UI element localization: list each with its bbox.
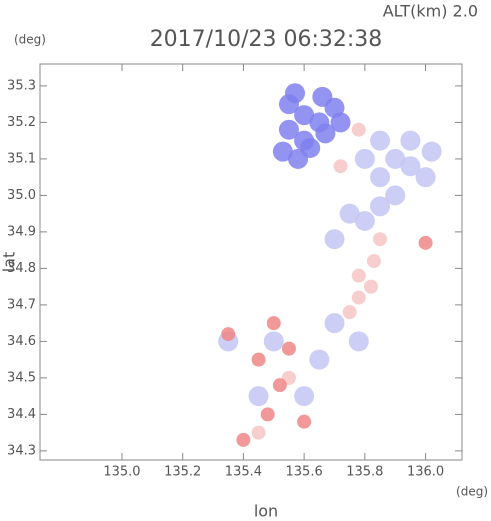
radar-cell	[400, 130, 421, 151]
radar-cell	[333, 159, 348, 174]
radar-cell	[294, 105, 315, 126]
radar-cell	[315, 123, 336, 144]
radar-cell	[351, 290, 366, 305]
radar-cell	[221, 327, 236, 342]
radar-cell	[263, 331, 284, 352]
subtitle: ALT(km) 2.0	[383, 2, 478, 21]
radar-cell	[342, 305, 357, 320]
radar-cell	[278, 119, 299, 140]
x-tick-label: 136.0	[407, 465, 444, 480]
radar-cell	[354, 148, 375, 169]
chart-title: 2017/10/23 06:32:38	[150, 27, 383, 52]
radar-cell	[324, 313, 345, 334]
radar-cell	[339, 203, 360, 224]
radar-cell	[324, 229, 345, 250]
radar-cell	[330, 112, 351, 133]
radar-cell	[348, 331, 369, 352]
y-tick-label: 34.6	[7, 334, 36, 349]
x-tick-label: 135.6	[286, 465, 323, 480]
x-tick-label: 135.4	[225, 465, 262, 480]
y-axis-label: lat	[0, 252, 19, 273]
radar-cell	[366, 254, 381, 269]
radar-cell	[351, 268, 366, 283]
y-tick-label: 35.1	[7, 151, 36, 166]
radar-cell	[370, 130, 391, 151]
y-tick-label: 35.2	[7, 115, 36, 130]
y-tick-label: 34.4	[7, 407, 36, 422]
radar-cell	[300, 137, 321, 158]
x-tick-label: 135.8	[346, 465, 383, 480]
y-unit: (deg)	[14, 33, 46, 47]
radar-cell	[248, 386, 269, 407]
radar-cell	[400, 156, 421, 177]
y-tick-label: 35.0	[7, 188, 36, 203]
radar-cell	[418, 235, 433, 250]
radar-cell	[297, 414, 312, 429]
x-unit: (deg)	[456, 485, 488, 499]
radar-cell	[354, 210, 375, 231]
radar-cell	[236, 432, 251, 447]
radar-cell	[385, 148, 406, 169]
radar-cell	[385, 185, 406, 206]
x-tick-label: 135.2	[164, 465, 201, 480]
plot-frame	[39, 63, 463, 461]
radar-cell	[272, 378, 287, 393]
y-tick-label: 34.9	[7, 224, 36, 239]
radar-cell	[266, 316, 281, 331]
radar-cell	[281, 341, 296, 356]
radar-cell	[370, 167, 391, 188]
radar-cell	[309, 349, 330, 370]
radar-cell	[421, 141, 442, 162]
radar-cell	[251, 425, 266, 440]
radar-cell	[351, 122, 366, 137]
y-tick-label: 34.8	[7, 261, 36, 276]
radar-cell	[272, 141, 293, 162]
radar-cell	[370, 196, 391, 217]
radar-cell	[251, 352, 266, 367]
radar-cell	[260, 407, 275, 422]
y-tick-label: 35.3	[7, 78, 36, 93]
radar-cell	[373, 232, 388, 247]
radar-cell	[312, 86, 333, 107]
y-tick-label: 34.7	[7, 297, 36, 312]
radar-cell	[415, 167, 436, 188]
radar-cell	[363, 279, 378, 294]
radar-cell	[294, 386, 315, 407]
y-tick-label: 34.3	[7, 443, 36, 458]
y-tick-label: 34.5	[7, 370, 36, 385]
x-tick-label: 135.0	[103, 465, 140, 480]
x-axis-label: lon	[254, 502, 278, 521]
radar-cell	[285, 83, 306, 104]
